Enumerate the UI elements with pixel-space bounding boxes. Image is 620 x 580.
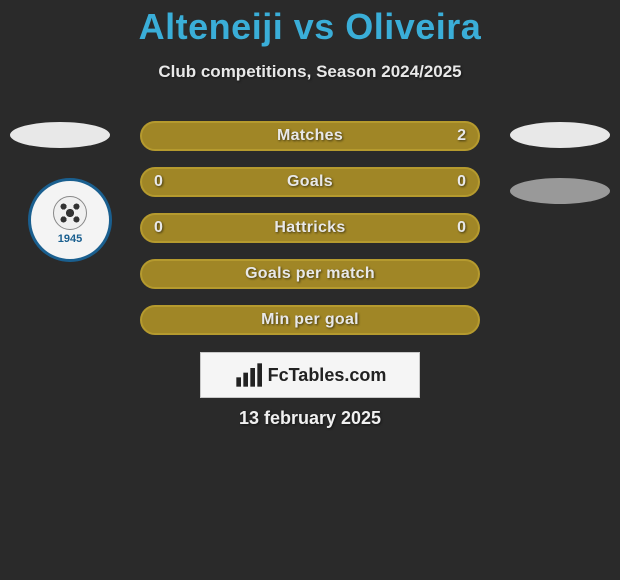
left-player-oval — [10, 122, 110, 148]
stat-label: Goals per match — [245, 265, 375, 283]
stat-row-min-per-goal: Min per goal — [140, 305, 480, 335]
stat-label: Min per goal — [261, 311, 359, 329]
soccer-ball-icon — [53, 196, 87, 230]
right-player-oval — [510, 122, 610, 148]
stat-val-left: 0 — [154, 173, 163, 191]
stat-row-goals: 0 Goals 0 — [140, 167, 480, 197]
right-player-oval-secondary — [510, 178, 610, 204]
stat-val-right: 2 — [457, 127, 466, 145]
source-brand-badge: FcTables.com — [200, 352, 420, 398]
stat-label: Hattricks — [274, 219, 345, 237]
club-badge: 1945 — [28, 178, 112, 262]
stat-val-right: 0 — [457, 173, 466, 191]
generation-date: 13 february 2025 — [0, 408, 620, 429]
season-subtitle: Club competitions, Season 2024/2025 — [0, 62, 620, 82]
brand-text: FcTables.com — [268, 365, 387, 386]
stat-label: Goals — [287, 173, 333, 191]
stat-row-hattricks: 0 Hattricks 0 — [140, 213, 480, 243]
stat-rows-container: Matches 2 0 Goals 0 0 Hattricks 0 Goals … — [140, 121, 480, 351]
bar-chart-icon — [234, 361, 262, 389]
stat-row-matches: Matches 2 — [140, 121, 480, 151]
stat-val-left: 0 — [154, 219, 163, 237]
page-title: Alteneiji vs Oliveira — [0, 0, 620, 48]
stat-val-right: 0 — [457, 219, 466, 237]
club-year: 1945 — [58, 233, 82, 245]
stat-row-goals-per-match: Goals per match — [140, 259, 480, 289]
stat-label: Matches — [277, 127, 343, 145]
